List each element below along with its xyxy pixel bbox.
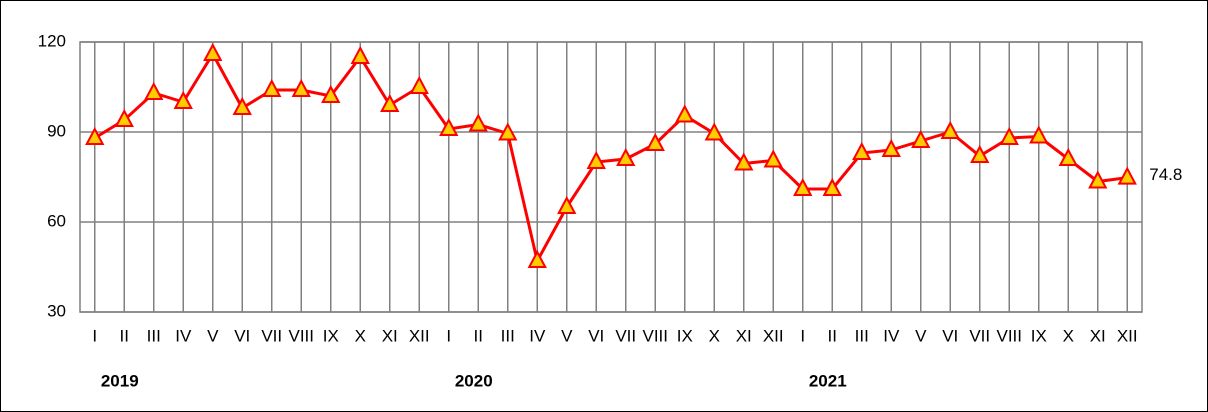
x-tick-label: IX (1031, 326, 1047, 345)
marker (616, 147, 636, 166)
marker (881, 138, 901, 157)
year-label: 2021 (809, 371, 847, 390)
marker (586, 150, 606, 169)
x-tick-label: I (446, 326, 451, 345)
marker (468, 113, 488, 132)
x-tick-label: XII (763, 326, 784, 345)
marker (232, 96, 252, 115)
x-tick-label: IX (323, 326, 339, 345)
marker (380, 93, 400, 112)
marker (1029, 125, 1049, 144)
x-tick-label: VIII (642, 326, 668, 345)
x-tick-label: III (855, 326, 869, 345)
x-tick-label: VI (942, 326, 958, 345)
x-tick-label: X (1063, 326, 1074, 345)
x-tick-label: IV (175, 326, 192, 345)
marker (439, 117, 459, 136)
x-tick-label: VI (588, 326, 604, 345)
marker (970, 144, 990, 163)
x-tick-label: V (915, 326, 927, 345)
marker (350, 45, 370, 64)
marker (114, 108, 134, 127)
marker (793, 177, 813, 196)
marker (85, 126, 105, 145)
x-tick-label: XI (1090, 326, 1106, 345)
y-tick-label: 30 (47, 301, 66, 320)
marker (409, 75, 429, 94)
x-tick-label: XII (409, 326, 430, 345)
year-label: 2020 (455, 371, 493, 390)
x-tick-label: VII (615, 326, 636, 345)
y-tick-label: 90 (47, 121, 66, 140)
marker (321, 84, 341, 103)
marker (645, 132, 665, 151)
x-tick-label: II (828, 326, 837, 345)
marker (940, 120, 960, 139)
marker (852, 141, 872, 160)
x-tick-label: VII (261, 326, 282, 345)
marker (734, 152, 754, 171)
x-tick-label: III (147, 326, 161, 345)
marker (291, 78, 311, 97)
marker (173, 90, 193, 109)
data-label: 74.8 (1149, 165, 1182, 184)
x-tick-label: XI (382, 326, 398, 345)
x-tick-label: IV (529, 326, 546, 345)
x-tick-label: XI (736, 326, 752, 345)
x-tick-label: X (709, 326, 720, 345)
x-tick-label: VIII (288, 326, 314, 345)
x-tick-label: X (355, 326, 366, 345)
x-tick-label: VI (234, 326, 250, 345)
y-tick-label: 60 (47, 211, 66, 230)
x-tick-label: I (800, 326, 805, 345)
x-tick-label: IX (677, 326, 693, 345)
x-tick-label: XII (1117, 326, 1138, 345)
x-tick-label: V (207, 326, 219, 345)
marker (822, 177, 842, 196)
x-tick-label: I (92, 326, 97, 345)
marker (203, 42, 223, 61)
marker (763, 149, 783, 168)
marker (262, 78, 282, 97)
x-tick-label: V (561, 326, 573, 345)
marker (675, 104, 695, 123)
marker (704, 122, 724, 141)
marker (999, 126, 1019, 145)
year-label: 2019 (101, 371, 139, 390)
x-tick-label: III (501, 326, 515, 345)
x-tick-label: II (120, 326, 129, 345)
marker (911, 129, 931, 148)
x-tick-label: IV (883, 326, 900, 345)
marker (1117, 166, 1137, 185)
marker (1058, 147, 1078, 166)
marker (1088, 170, 1108, 189)
marker (498, 122, 518, 141)
plot-border (79, 41, 1143, 313)
y-tick-label: 120 (38, 31, 66, 50)
x-tick-label: VII (969, 326, 990, 345)
marker (557, 195, 577, 214)
marker (144, 81, 164, 100)
x-tick-label: II (474, 326, 483, 345)
marker (527, 249, 547, 268)
x-tick-label: VIII (996, 326, 1022, 345)
